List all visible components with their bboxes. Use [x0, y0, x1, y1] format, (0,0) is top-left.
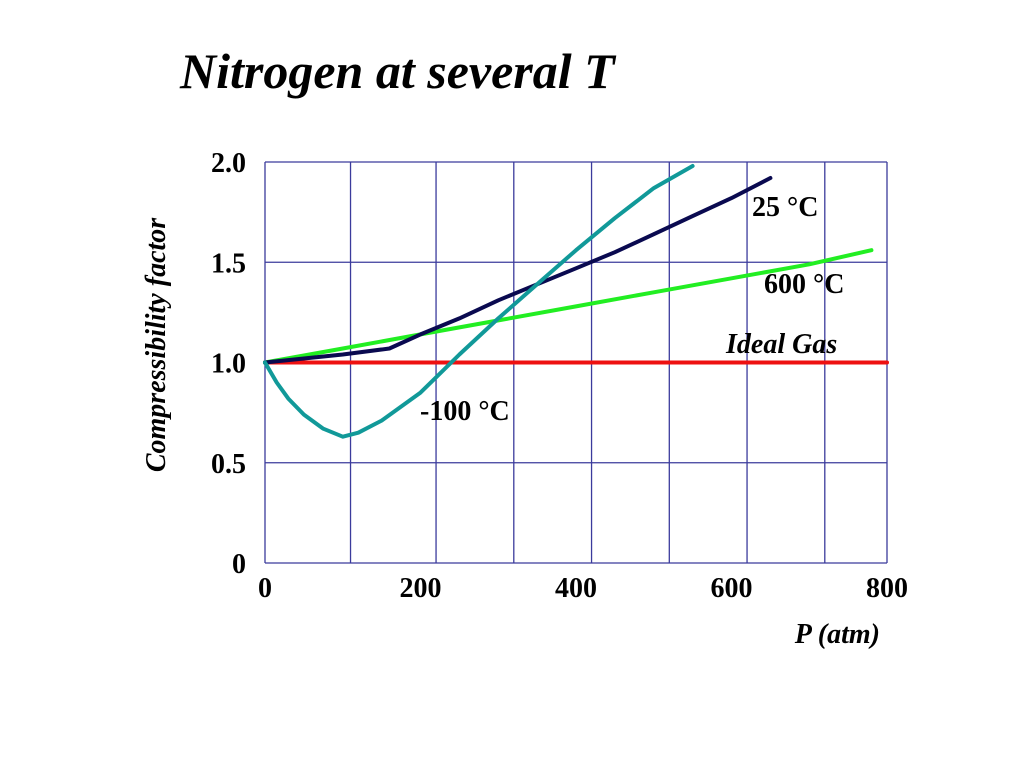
y-tick-label: 0.5 — [211, 449, 246, 480]
series-line-600-c — [263, 248, 874, 365]
series-label-25c: 25 °C — [752, 192, 818, 223]
x-axis-label: P (atm) — [794, 619, 880, 650]
series-lines — [263, 164, 889, 439]
series-label-600c: 600 °C — [764, 269, 844, 300]
y-tick-label: 1.5 — [211, 248, 246, 279]
y-axis-label: Compressibility factor — [141, 217, 172, 472]
x-tick-label: 0 — [258, 573, 272, 604]
x-tick-label: 600 — [711, 573, 753, 604]
series-label-minus100c: -100 °C — [420, 396, 510, 427]
series-line-25-c — [263, 176, 773, 365]
x-tick-label: 800 — [866, 573, 908, 604]
chart-title: Nitrogen at several T — [179, 43, 617, 99]
y-tick-label: 0 — [232, 549, 246, 580]
tick-labels: 0 0.5 1.0 1.5 2.0 0 200 400 600 800 — [211, 148, 908, 604]
y-tick-label: 1.0 — [211, 349, 246, 380]
x-tick-label: 200 — [400, 573, 442, 604]
series-line-100-c — [263, 164, 695, 439]
x-tick-label: 400 — [555, 573, 597, 604]
series-label-ideal-gas: Ideal Gas — [725, 329, 837, 360]
y-tick-label: 2.0 — [211, 148, 246, 179]
